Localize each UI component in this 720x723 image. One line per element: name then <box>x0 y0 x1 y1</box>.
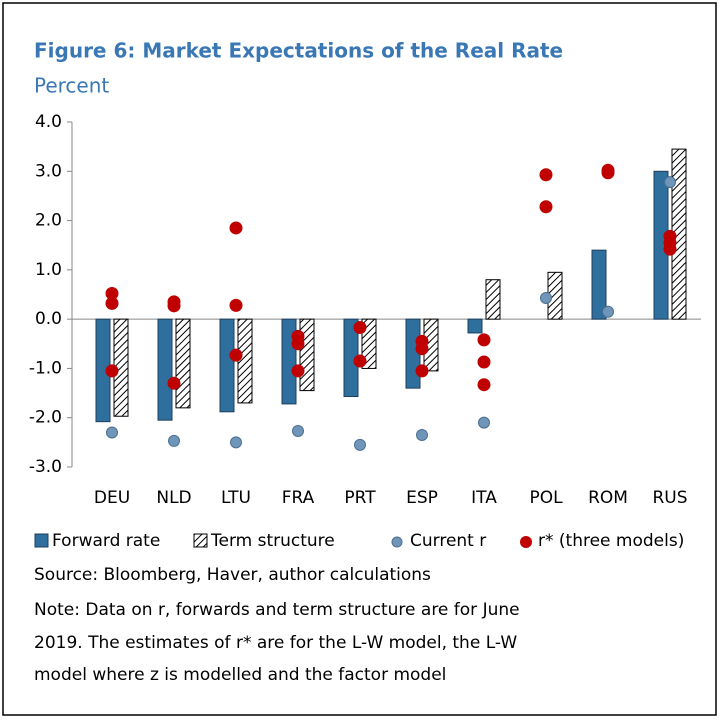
x-tick-label: RUS <box>652 488 687 508</box>
dot <box>540 291 552 304</box>
dot <box>477 355 491 369</box>
y-tick-label: 1.0 <box>35 260 62 280</box>
x-tick-label: POL <box>529 488 563 508</box>
legend-swatch <box>193 533 208 548</box>
chart-title: Figure 6: Market Expectations of the Rea… <box>34 39 563 63</box>
dot <box>291 364 305 378</box>
y-tick-label: 3.0 <box>35 161 62 181</box>
legend-swatch <box>520 536 532 548</box>
legend-label: Forward rate <box>52 531 160 551</box>
note: Note: Data on r, forwards and term struc… <box>34 600 520 620</box>
y-tick-label: -3.0 <box>29 457 62 477</box>
dot <box>105 296 119 310</box>
note: model where z is modelled and the factor… <box>34 665 446 685</box>
legend-label: r* (three models) <box>538 531 684 551</box>
bar <box>485 279 501 320</box>
dot <box>106 426 118 439</box>
source: Source: Bloomberg, Haver, author calcula… <box>34 565 431 585</box>
dot <box>291 337 305 351</box>
dot <box>477 333 491 347</box>
dot <box>167 376 181 390</box>
dot <box>354 438 366 451</box>
bar <box>219 318 235 413</box>
chart-subtitle: Percent <box>34 74 109 98</box>
dot <box>230 436 242 449</box>
legend-label: Current r <box>410 531 486 551</box>
x-tick-label: PRT <box>344 488 376 508</box>
bar <box>361 318 377 369</box>
dot <box>167 299 181 313</box>
x-tick-label: FRA <box>282 488 315 508</box>
bar <box>591 249 607 320</box>
y-tick-label: -1.0 <box>29 358 62 378</box>
dot <box>353 321 367 335</box>
bar <box>467 318 483 334</box>
x-tick-label: ITA <box>471 488 497 508</box>
dot <box>105 287 119 301</box>
x-tick-label: NLD <box>156 488 191 508</box>
x-tick-label: ESP <box>406 488 438 508</box>
y-tick-label: 0.0 <box>35 309 62 329</box>
dot <box>353 354 367 368</box>
dot <box>229 298 243 312</box>
legend-swatch <box>391 536 403 548</box>
dot <box>602 305 614 318</box>
dot <box>229 348 243 362</box>
dot <box>416 428 428 441</box>
dot <box>292 425 304 438</box>
dot <box>478 416 490 429</box>
dot <box>415 342 429 356</box>
dot <box>539 168 553 182</box>
y-tick-label: 2.0 <box>35 211 62 231</box>
dot <box>539 200 553 214</box>
x-tick-label: DEU <box>94 488 130 508</box>
legend-swatch <box>34 533 49 548</box>
bar <box>157 318 173 421</box>
bar <box>299 318 315 392</box>
x-tick-label: LTU <box>221 488 251 508</box>
bar <box>237 318 253 404</box>
dot <box>105 364 119 378</box>
dot <box>601 166 615 180</box>
legend-label: Term structure <box>210 531 335 551</box>
note: 2019. The estimates of r* are for the L-… <box>34 633 517 653</box>
dot <box>229 221 243 235</box>
bar <box>175 318 191 409</box>
dot <box>477 378 491 392</box>
dot <box>415 364 429 378</box>
dot <box>664 176 676 189</box>
dot <box>168 434 180 447</box>
y-tick-label: -2.0 <box>29 408 62 428</box>
x-tick-label: ROM <box>588 488 628 508</box>
y-tick-label: 4.0 <box>35 112 62 132</box>
dot <box>663 242 677 256</box>
